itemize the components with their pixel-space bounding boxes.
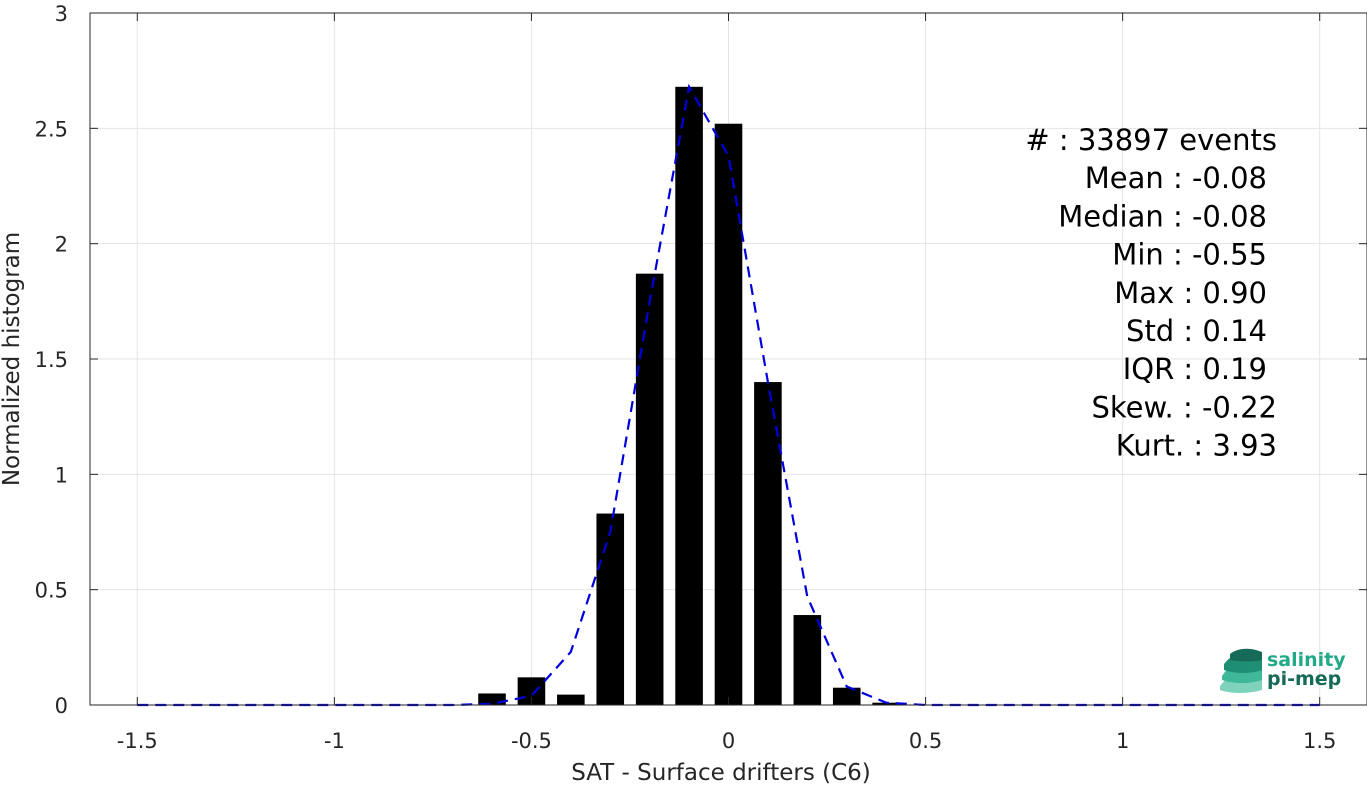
x-axis-label: SAT - Surface drifters (C6) [571, 760, 871, 785]
x-tick-label-3: 0 [722, 729, 735, 753]
histogram-bar-3 [596, 513, 625, 705]
y-tick-label-5: 2.5 [35, 117, 68, 141]
logo-text-pi-mep: pi-mep [1267, 668, 1341, 690]
stats-line-8: Kurt. : 3.93 [1116, 429, 1277, 463]
y-tick-label-3: 1.5 [35, 348, 68, 372]
stats-line-6: IQR : 0.19 [1123, 352, 1267, 386]
y-tick-label-2: 1 [55, 463, 68, 487]
histogram-bar-5 [675, 86, 703, 705]
y-axis-label: Normalized histogram [0, 232, 25, 486]
x-tick-label-6: 1.5 [1303, 729, 1336, 753]
stats-line-0: # : 33897 events [1025, 123, 1277, 157]
y-tick-label-6: 3 [55, 2, 68, 26]
stats-line-4: Max : 0.90 [1114, 276, 1267, 310]
statistics-annotation: # : 33897 events Mean : -0.08 Median : -0.… [1025, 123, 1277, 463]
stats-line-5: Std : 0.14 [1126, 314, 1267, 348]
x-tick-label-4: 0.5 [909, 729, 942, 753]
salinity-pi-mep-logo: salinity pi-mep [1220, 648, 1346, 693]
stats-line-3: Min : -0.55 [1112, 238, 1267, 272]
x-tick-label-2: -0.5 [511, 729, 552, 753]
y-tick-label-0: 0 [55, 694, 68, 718]
histogram-bar-4 [635, 273, 664, 705]
histogram-bars [478, 86, 900, 706]
histogram-bar-6 [714, 123, 743, 706]
y-tick-label-4: 2 [55, 233, 68, 257]
x-tick-label-5: 1 [1116, 729, 1129, 753]
logo-text-salinity: salinity [1267, 649, 1346, 671]
histogram-bar-9 [832, 687, 861, 705]
axis-ticks: -1.5 -1 -0.5 0 0.5 1 1.5 0 0.5 1 1.5 2 2.5 3 [35, 2, 1367, 753]
histogram-bar-0 [478, 693, 506, 705]
histogram-bar-2 [557, 694, 585, 705]
histogram-bar-8 [793, 615, 822, 705]
x-tick-label-0: -1.5 [117, 729, 158, 753]
y-tick-label-1: 0.5 [35, 579, 68, 603]
stats-line-2: Median : -0.08 [1058, 199, 1267, 233]
stats-line-1: Mean : -0.08 [1085, 161, 1267, 195]
x-tick-label-1: -1 [324, 729, 345, 753]
stats-line-7: Skew. : -0.22 [1091, 390, 1277, 424]
histogram-bar-10 [872, 702, 900, 705]
wave-logo-icon [1220, 648, 1262, 693]
